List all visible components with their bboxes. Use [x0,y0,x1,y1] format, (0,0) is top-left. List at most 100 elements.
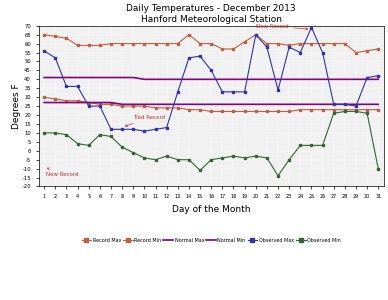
Observed Min [231,154,236,158]
Normal Min [175,103,180,106]
Text: Tied Record: Tied Record [125,115,165,127]
Observed Max [187,56,191,60]
Normal Max [53,76,57,79]
Record Max [320,42,325,45]
Record Max [198,42,203,45]
Observed Max [331,103,336,106]
Observed Max [153,128,158,131]
Record Min [53,97,57,101]
Record Min [242,110,247,113]
Observed Min [287,158,291,161]
Observed Max [87,104,91,108]
Observed Min [209,158,213,161]
Observed Max [220,90,225,94]
Normal Max [153,77,158,81]
Normal Max [276,77,281,81]
Record Max [131,42,135,45]
Normal Max [175,77,180,81]
Record Max [97,44,102,47]
Observed Max [198,54,203,58]
Normal Min [265,103,269,106]
Record Max [175,42,180,45]
Line: Record Max: Record Max [43,33,379,54]
Observed Max [109,128,113,131]
Title: Daily Temperatures - December 2013
Hanford Meteorological Station: Daily Temperatures - December 2013 Hanfo… [126,4,296,24]
Normal Min [354,103,359,106]
Observed Min [75,142,80,146]
Record Min [265,110,269,113]
Normal Max [265,77,269,81]
Normal Min [198,103,203,106]
Record Min [97,103,102,106]
Record Min [175,106,180,110]
Normal Max [142,77,147,81]
Observed Min [276,174,281,178]
Normal Max [376,77,381,81]
Normal Max [298,77,303,81]
Observed Min [253,154,258,158]
Record Min [109,103,113,106]
Observed Min [365,112,369,115]
Record Min [376,108,381,112]
Record Min [343,108,347,112]
Record Min [64,99,69,103]
Observed Max [42,49,47,52]
Normal Max [309,77,314,81]
Observed Min [53,131,57,135]
Record Min [153,106,158,110]
Observed Min [131,151,135,154]
Record Min [220,110,225,113]
Observed Min [354,110,359,113]
Observed Max [376,74,381,77]
Normal Min [153,103,158,106]
Normal Max [198,77,203,81]
Observed Min [153,158,158,161]
Normal Min [242,103,247,106]
Normal Min [142,103,147,106]
Observed Max [64,85,69,88]
Normal Min [331,103,336,106]
Normal Max [120,76,125,79]
Record Min [87,101,91,104]
Record Min [209,110,213,113]
Observed Max [131,128,135,131]
Observed Max [276,88,281,92]
Record Min [142,104,147,108]
Record Min [331,108,336,112]
Observed Max [298,51,303,54]
Normal Max [242,77,247,81]
Normal Max [209,77,213,81]
Normal Min [253,103,258,106]
Text: New Record: New Record [256,23,308,30]
Text: New Record: New Record [47,168,79,177]
Normal Min [309,103,314,106]
Observed Min [298,144,303,147]
Normal Min [131,103,135,106]
Normal Min [75,101,80,104]
Observed Min [198,169,203,172]
Normal Min [209,103,213,106]
Normal Max [165,77,169,81]
Normal Max [320,77,325,81]
Record Min [42,95,47,99]
Record Max [231,47,236,51]
Line: Record Min: Record Min [43,96,379,113]
Record Min [276,110,281,113]
Normal Min [109,101,113,104]
Observed Min [87,144,91,147]
Observed Min [320,144,325,147]
Observed Min [97,133,102,136]
Observed Min [265,156,269,160]
Observed Min [142,156,147,160]
Observed Max [120,128,125,131]
Normal Max [354,77,359,81]
Record Max [376,47,381,51]
Normal Max [187,77,191,81]
Record Max [120,42,125,45]
Record Max [209,42,213,45]
Normal Min [376,103,381,106]
Normal Max [231,77,236,81]
Observed Max [320,51,325,54]
Observed Min [42,131,47,135]
Observed Min [343,110,347,113]
